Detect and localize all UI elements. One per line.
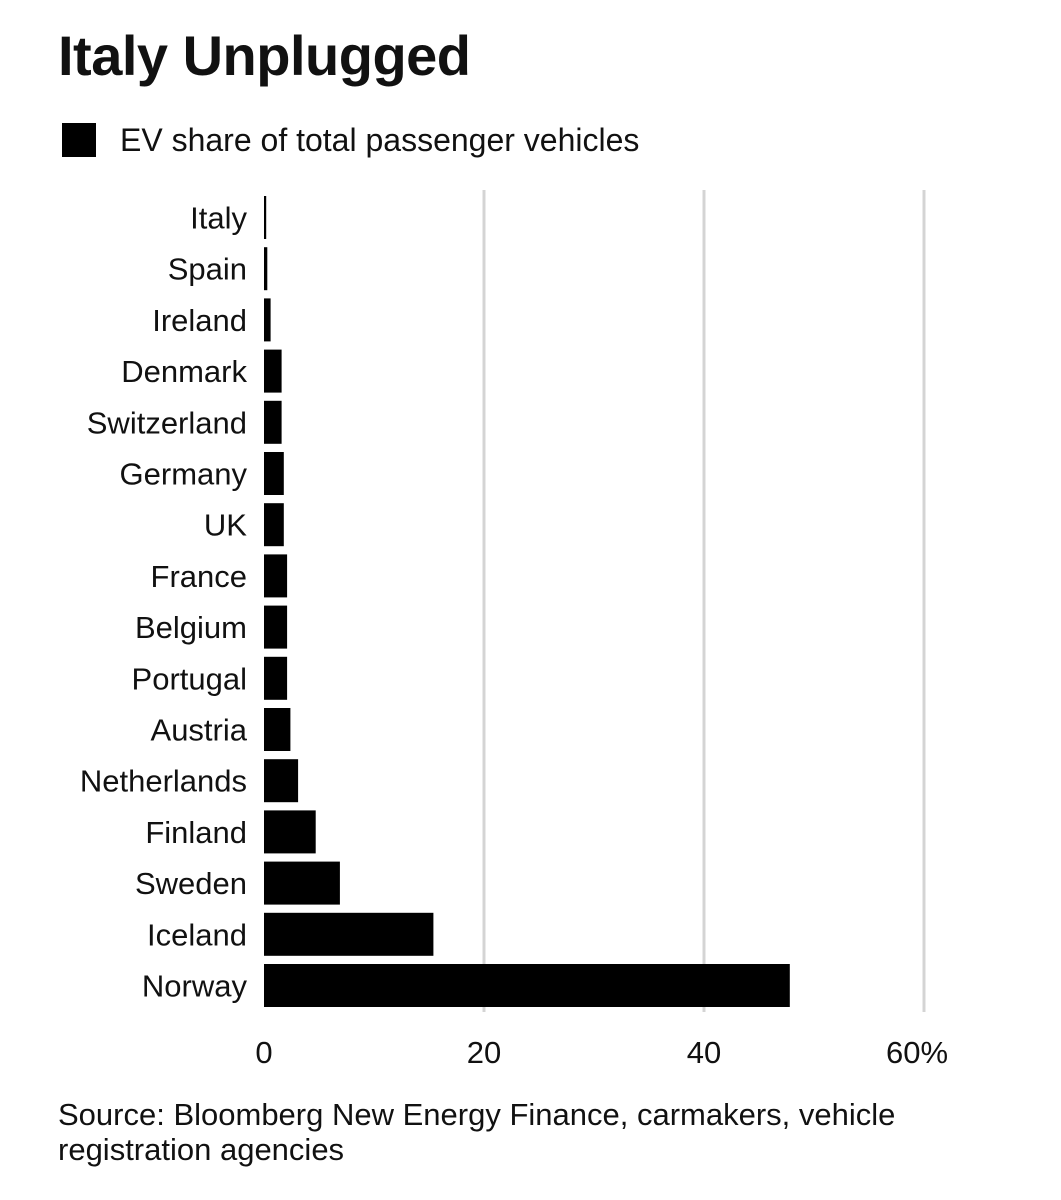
category-label: Spain <box>168 252 247 287</box>
category-label: Denmark <box>121 354 247 389</box>
bar-switzerland <box>264 400 282 444</box>
category-label: Italy <box>190 201 247 236</box>
category-label: Austria <box>151 713 248 748</box>
x-tick-label: 20 <box>467 1035 501 1070</box>
chart-title: Italy Unplugged <box>58 24 471 87</box>
bars <box>264 196 790 1007</box>
bar-finland <box>264 810 316 854</box>
category-label: Portugal <box>132 661 247 696</box>
category-label: Ireland <box>152 303 247 338</box>
category-label: Germany <box>120 457 248 492</box>
category-label: Iceland <box>147 917 247 952</box>
bar-ireland <box>264 298 271 342</box>
x-tick-label: 60% <box>886 1035 948 1070</box>
category-label: Belgium <box>135 610 247 645</box>
bar-chart: Italy Spain Ireland Denmark Switzerland Germa… <box>80 190 948 1070</box>
category-labels: Italy Spain Ireland Denmark Switzerland Germa… <box>80 201 248 1004</box>
legend: EV share of total passenger vehicles <box>62 120 639 160</box>
bar-portugal <box>264 656 288 700</box>
legend-swatch <box>62 123 96 157</box>
bar-spain <box>264 247 268 291</box>
x-tick-label: 0 <box>255 1035 272 1070</box>
category-label: Switzerland <box>87 405 247 440</box>
category-label: Finland <box>145 815 247 850</box>
bar-norway <box>264 964 790 1007</box>
legend-label: EV share of total passenger vehicles <box>120 121 640 158</box>
source-note: Source: Bloomberg New Energy Finance, ca… <box>58 1097 896 1167</box>
category-label: France <box>151 559 247 594</box>
category-label: Sweden <box>135 866 247 901</box>
gridlines <box>482 190 926 1012</box>
bar-germany <box>264 452 284 495</box>
x-tick-label: 40 <box>687 1035 721 1070</box>
bar-iceland <box>264 912 434 956</box>
bar-netherlands <box>264 759 299 803</box>
category-label: Norway <box>142 969 248 1004</box>
category-label: UK <box>204 508 247 543</box>
bar-sweden <box>264 861 340 905</box>
bar-denmark <box>264 349 282 393</box>
bar-belgium <box>264 605 288 649</box>
x-tick-labels: 0 20 40 60% <box>255 1035 948 1070</box>
bar-france <box>264 554 288 598</box>
bar-austria <box>264 708 291 751</box>
bar-uk <box>264 503 284 547</box>
category-label: Netherlands <box>80 764 247 799</box>
bar-italy <box>264 196 267 239</box>
